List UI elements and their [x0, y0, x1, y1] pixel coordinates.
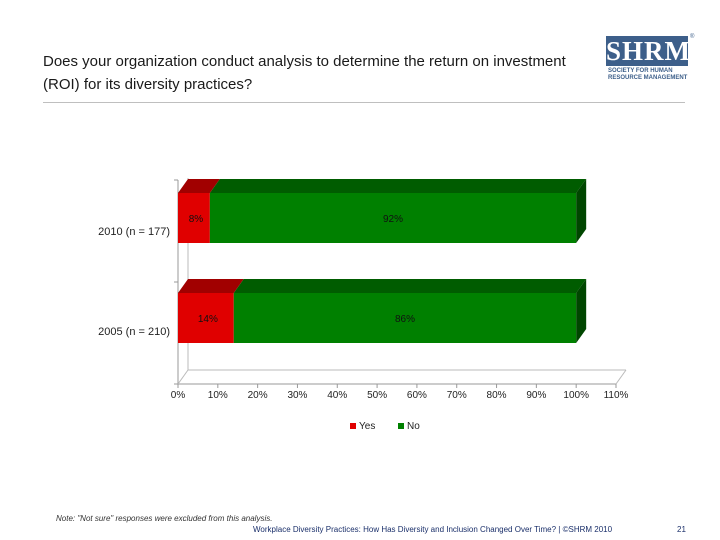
source-line: Workplace Diversity Practices: How Has D…: [253, 525, 613, 534]
category-label: 2010 (n = 177): [98, 226, 170, 238]
bar-top-no: [209, 179, 587, 193]
chart-title: Does your organization conduct analysis …: [43, 53, 566, 93]
bar-no: [209, 193, 577, 243]
logo-registered-mark: ®: [690, 34, 695, 40]
footnote: Note: "Not sure" responses were excluded…: [56, 514, 273, 523]
x-tick-label: 10%: [208, 390, 228, 401]
category-label: 2005 (n = 210): [98, 326, 170, 338]
data-label: 14%: [198, 314, 218, 325]
legend-label-no: No: [407, 421, 420, 432]
bar-top-yes: [178, 179, 220, 193]
x-tick-label: 90%: [526, 390, 546, 401]
x-tick-label: 80%: [487, 390, 507, 401]
logo-line-2: RESOURCE MANAGEMENT: [608, 75, 688, 81]
legend-swatch-yes: [350, 423, 356, 429]
logo-line-1: SOCIETY FOR HUMAN: [608, 68, 673, 74]
x-tick-label: 50%: [367, 390, 387, 401]
x-tick-label: 20%: [248, 390, 268, 401]
x-tick-label: 0%: [171, 390, 186, 401]
axis-depth-right: [615, 369, 627, 385]
logo-mark: SHRM: [606, 36, 691, 66]
x-tick-label: 100%: [563, 390, 589, 401]
bar-top-yes: [178, 279, 244, 293]
shrm-logo: SHRM ® SOCIETY FOR HUMAN RESOURCE MANAGE…: [606, 34, 694, 90]
data-label: 92%: [383, 214, 403, 225]
x-tick-label: 60%: [407, 390, 427, 401]
page-number: 21: [677, 525, 686, 534]
legend-swatch-no: [398, 423, 404, 429]
bar-yes: [178, 293, 234, 343]
bar-yes: [178, 193, 210, 243]
logo-text: SOCIETY FOR HUMAN RESOURCE MANAGEMENT: [608, 68, 692, 82]
legend-label-yes: Yes: [359, 421, 375, 432]
bar-side-no: [576, 179, 587, 243]
x-tick-label: 30%: [287, 390, 307, 401]
x-tick-label: 110%: [604, 390, 629, 401]
data-label: 86%: [395, 314, 415, 325]
title-divider: [43, 102, 685, 103]
bar-top-no: [233, 279, 587, 293]
bar-side-no: [576, 279, 587, 343]
x-tick-label: 40%: [327, 390, 347, 401]
axis-depth-left: [177, 369, 189, 385]
x-tick-label: 70%: [447, 390, 467, 401]
bar-no: [233, 293, 577, 343]
data-label: 8%: [189, 214, 204, 225]
